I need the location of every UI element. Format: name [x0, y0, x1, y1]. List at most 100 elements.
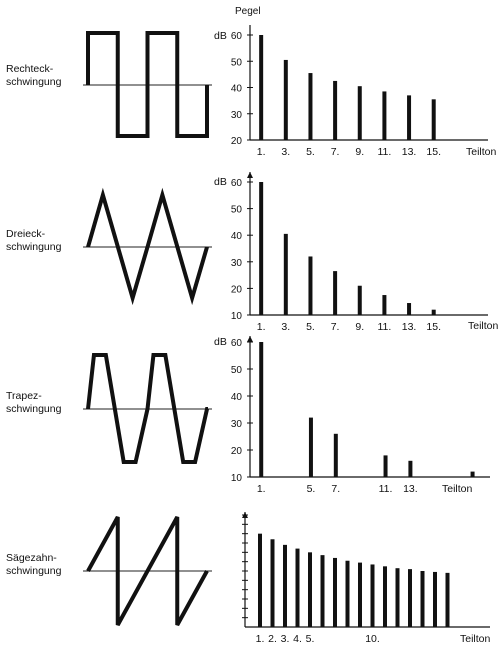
y-tick-label: 20: [231, 446, 243, 457]
x-tick-label: 13.: [403, 483, 418, 495]
bar-partial-15: [431, 309, 436, 315]
bar-partial-7: [333, 80, 338, 140]
x-tick-label: 7.: [331, 321, 340, 333]
y-tick-label: 10: [231, 311, 243, 322]
bar-partial-11: [382, 295, 387, 315]
panel-saegezahn-graphics: 1. 2. 3. 4. 5. 10.: [83, 512, 490, 645]
waveform-name-line-1: Trapez-: [6, 390, 42, 402]
bar-partial-15: [431, 99, 436, 140]
bar-partial-5: [308, 73, 313, 140]
y-axis-arrow: [247, 172, 253, 178]
x-tick-label: 11.: [377, 146, 391, 158]
x-tick-label: 1.: [256, 633, 265, 645]
x-tick-label: 5.: [306, 146, 315, 158]
bar-partial-1: [258, 533, 262, 627]
bar-partial-13: [407, 95, 412, 140]
spectrum-chart: 10 20 30 40 50 60 1. 5. 7. 11. 13.: [231, 336, 490, 495]
bar-partial-11: [383, 455, 388, 477]
y-tick-label: 20: [231, 136, 243, 147]
waveform-name-line-1: Sägezahn-: [6, 552, 57, 564]
bar-partial-1: [259, 342, 264, 477]
y-tick-label: 50: [231, 205, 243, 216]
bar-partial-8: [345, 560, 350, 627]
waveform-trapezoid: [83, 353, 212, 464]
waveform-name-line-2: schwingung: [6, 403, 62, 415]
x-tick-label: 10.: [365, 633, 380, 645]
x-tick-label: 1.: [257, 483, 266, 495]
y-axis-arrow: [247, 336, 253, 342]
x-tick-label: 9.: [355, 146, 364, 158]
waveform-trace: [86, 353, 209, 464]
y-tick-label: 30: [231, 110, 243, 121]
x-tick-label: 7.: [331, 483, 340, 495]
x-tick-label: 1.: [257, 146, 266, 158]
x-tick-label: 3.: [281, 633, 290, 645]
y-tick-label: 40: [231, 392, 243, 403]
waveform-square: [83, 31, 212, 138]
bar-partial-3: [283, 59, 288, 140]
x-tick-label: 15.: [426, 146, 441, 158]
waveform-trace: [86, 187, 209, 306]
spectrum-chart: 20 30 40 50 60 1. 3. 5. 7. 9. 11. 13. 15.: [231, 25, 488, 158]
bar-partial-7: [333, 271, 338, 315]
bar-partial-1: [259, 182, 264, 315]
panel-trapez-graphics: 10 20 30 40 50 60 1. 5. 7. 11. 13.: [83, 336, 490, 495]
bar-partial-9: [358, 562, 362, 627]
y-tick-label: 30: [231, 419, 243, 430]
y-unit-label: dB: [214, 336, 227, 348]
waveform-trace: [86, 31, 209, 138]
x-axis-label: Teilton: [468, 320, 499, 332]
waveform-triangle: [83, 187, 212, 306]
x-tick-label: 7.: [331, 146, 340, 158]
y-tick-label: 20: [231, 284, 243, 295]
y-tick-label: 30: [231, 258, 243, 269]
y-tick-label: 50: [231, 57, 243, 68]
waveform-name-line-2: schwingung: [6, 76, 62, 88]
y-tick-label: 40: [231, 84, 243, 95]
bar-partial-3: [283, 233, 288, 315]
y-unit-label: dB: [214, 176, 227, 188]
x-tick-label: 13.: [402, 321, 417, 333]
y-tick-label: 10: [231, 473, 243, 484]
panel-rechteck-graphics: 20 30 40 50 60 1. 3. 5. 7. 9. 11. 13. 15.: [83, 25, 488, 158]
x-tick-label: 4.: [293, 633, 302, 645]
bar-partial-7: [333, 433, 338, 477]
bar-partial-7: [333, 557, 337, 627]
x-axis-label: Teilton: [466, 146, 497, 158]
y-tick-label: 40: [231, 231, 243, 242]
bar-partial-13: [408, 460, 413, 477]
bar-partial-15: [433, 571, 437, 627]
spectrum-chart: 10 20 30 40 50 60 1. 3. 5. 7. 9. 11. 13. 15.: [231, 172, 488, 333]
bar-partial-16: [445, 572, 450, 627]
x-tick-label: 13.: [402, 146, 417, 158]
bar-partial-2: [270, 539, 275, 627]
x-tick-label: 3.: [281, 321, 290, 333]
bar-partial-11: [382, 91, 387, 140]
y-tick-label: 60: [231, 338, 243, 349]
bar-partial-1: [259, 35, 264, 140]
spectrum-chart: 1. 2. 3. 4. 5. 10.: [242, 512, 490, 645]
bar-partial-13: [407, 303, 412, 315]
y-unit-label: dB: [214, 30, 227, 42]
x-tick-label: 15.: [426, 321, 441, 333]
y-tick-label: 60: [231, 178, 243, 189]
x-tick-label: 2.: [268, 633, 277, 645]
y-tick-label: 60: [231, 31, 243, 42]
waveform-name-line-1: Rechteck-: [6, 63, 54, 75]
bar-partial-18: [470, 471, 475, 477]
x-axis-label: Teilton: [442, 483, 473, 495]
bar-partial-3: [283, 544, 287, 627]
waveform-name-line-2: schwingung: [6, 241, 62, 253]
x-tick-label: 5.: [306, 633, 315, 645]
x-tick-label: 1.: [257, 321, 266, 333]
bar-partial-5: [308, 256, 313, 315]
y-tick-label: 50: [231, 365, 243, 376]
bar-partial-9: [357, 86, 362, 140]
x-tick-label: 5.: [306, 321, 315, 333]
bar-partial-14: [420, 571, 425, 627]
x-axis-label: Teilton: [460, 633, 491, 645]
bar-partial-6: [320, 555, 325, 627]
panel-dreieck-graphics: 10 20 30 40 50 60 1. 3. 5. 7. 9. 11. 13. 15.: [83, 172, 488, 333]
bar-partial-11: [383, 566, 387, 627]
